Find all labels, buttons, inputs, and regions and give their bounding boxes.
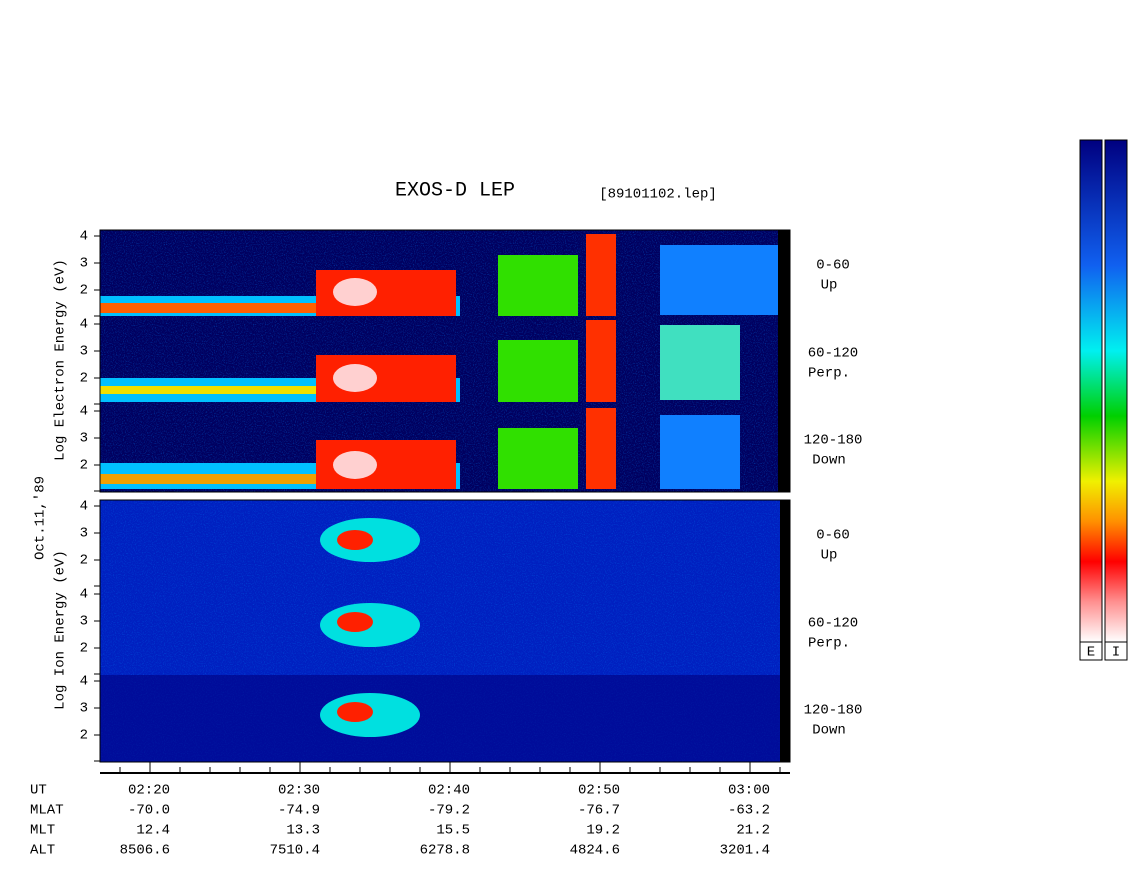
row-value: 12.4 <box>136 823 170 839</box>
y-tick-label: 3 <box>80 256 88 272</box>
row-value: 19.2 <box>586 823 620 839</box>
panel-angle: 0-60 <box>816 528 850 544</box>
colorbar-label-box <box>1104 641 1128 661</box>
ion-axis-label: Log Ion Energy (eV) <box>53 550 69 710</box>
row-value: 13.3 <box>286 823 320 839</box>
colorbar <box>1104 139 1128 643</box>
row-value: 03:00 <box>728 783 770 799</box>
y-tick-label: 3 <box>80 526 88 542</box>
row-value: 02:20 <box>128 783 170 799</box>
panel-direction: Down <box>812 453 846 469</box>
panel-direction: Down <box>812 723 846 739</box>
file-name: [89101102.lep] <box>599 187 717 203</box>
panel-direction: Up <box>821 278 838 294</box>
y-tick-label: 2 <box>80 553 88 569</box>
y-tick-label: 2 <box>80 728 88 744</box>
row-value: 02:50 <box>578 783 620 799</box>
panel-angle: 120-180 <box>804 703 863 719</box>
y-tick-label: 4 <box>80 229 88 245</box>
row-value: 6278.8 <box>420 843 470 859</box>
panel-angle: 60-120 <box>808 346 858 362</box>
row-label: UT <box>30 783 47 799</box>
row-value: -76.7 <box>578 803 620 819</box>
row-label: ALT <box>30 843 55 859</box>
y-tick-label: 3 <box>80 614 88 630</box>
panel-angle: 120-180 <box>804 433 863 449</box>
row-value: 7510.4 <box>270 843 320 859</box>
row-label: MLAT <box>30 803 64 819</box>
panel-direction: Up <box>821 548 838 564</box>
row-value: -79.2 <box>428 803 470 819</box>
date-label: Oct.11,'89 <box>33 476 49 560</box>
electron-axis-label: Log Electron Energy (eV) <box>53 259 69 461</box>
colorbar-label: E <box>1087 645 1095 661</box>
y-tick-label: 3 <box>80 701 88 717</box>
row-value: 8506.6 <box>120 843 170 859</box>
y-tick-label: 3 <box>80 431 88 447</box>
panel-angle: 60-120 <box>808 616 858 632</box>
y-tick-label: 4 <box>80 587 88 603</box>
ion-frame <box>99 499 791 763</box>
row-value: -74.9 <box>278 803 320 819</box>
panel-angle: 0-60 <box>816 258 850 274</box>
y-tick-label: 3 <box>80 344 88 360</box>
colorbar <box>1079 139 1103 643</box>
row-label: MLT <box>30 823 55 839</box>
y-tick-label: 4 <box>80 317 88 333</box>
row-value: 21.2 <box>736 823 770 839</box>
colorbar-label: I <box>1112 645 1120 661</box>
row-value: 02:30 <box>278 783 320 799</box>
electron-features <box>100 230 790 492</box>
y-tick-label: 4 <box>80 674 88 690</box>
row-value: 3201.4 <box>720 843 770 859</box>
electron-frame <box>99 229 791 493</box>
row-value: 4824.6 <box>570 843 620 859</box>
y-tick-label: 4 <box>80 499 88 515</box>
ion-spectrogram <box>100 500 790 762</box>
row-value: -70.0 <box>128 803 170 819</box>
row-value: 15.5 <box>436 823 470 839</box>
panel-direction: Perp. <box>808 366 850 382</box>
row-value: -63.2 <box>728 803 770 819</box>
y-tick-label: 4 <box>80 404 88 420</box>
y-tick-label: 2 <box>80 371 88 387</box>
row-value: 02:40 <box>428 783 470 799</box>
y-tick-label: 2 <box>80 458 88 474</box>
y-tick-label: 2 <box>80 283 88 299</box>
panel-direction: Perp. <box>808 636 850 652</box>
y-tick-label: 2 <box>80 641 88 657</box>
title: EXOS-D LEP <box>395 179 515 202</box>
electron-spectrogram <box>100 230 790 492</box>
colorbar-label-box <box>1079 641 1103 661</box>
